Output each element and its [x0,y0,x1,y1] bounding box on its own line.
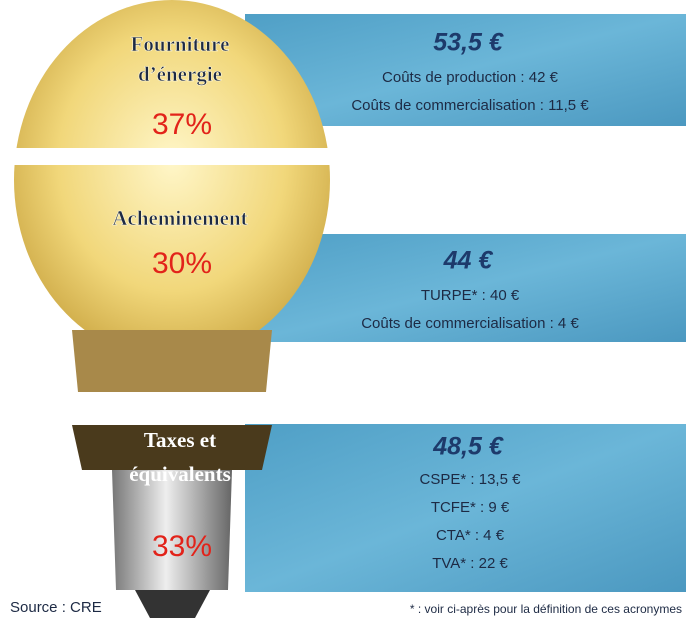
source: Source : CRE [10,599,102,616]
section-total: 44 € [443,247,494,275]
section-label: Fourniture [131,32,230,56]
section-label: Taxes et [144,428,216,452]
section-item: TURPE* : 40 € [421,287,520,304]
section-item: CTA* : 4 € [436,527,505,544]
bulb-neck [72,330,272,392]
section-item: TCFE* : 9 € [431,499,510,516]
section-total: 48,5 € [432,433,504,461]
section-share: 33% [152,530,212,563]
bulb-tip [135,590,210,618]
section-item: Coûts de commercialisation : 11,5 € [351,97,589,114]
section-item: Coûts de commercialisation : 4 € [361,315,579,332]
section-share: 37% [152,108,212,141]
infographic: Fourniture d’énergie 37% 53,5 € Coûts de pro… [0,0,686,624]
section-label: d’énergie [138,62,222,86]
footnote: * : voir ci-après pour la définition de … [410,602,682,616]
section-item: CSPE* : 13,5 € [420,471,522,488]
section-label: Acheminement [112,206,247,230]
section-label: équivalents [129,462,231,486]
section-item: TVA* : 22 € [432,555,508,572]
section-total: 53,5 € [433,29,504,57]
section-item: Coûts de production : 42 € [382,69,559,86]
section-share: 30% [152,247,212,280]
